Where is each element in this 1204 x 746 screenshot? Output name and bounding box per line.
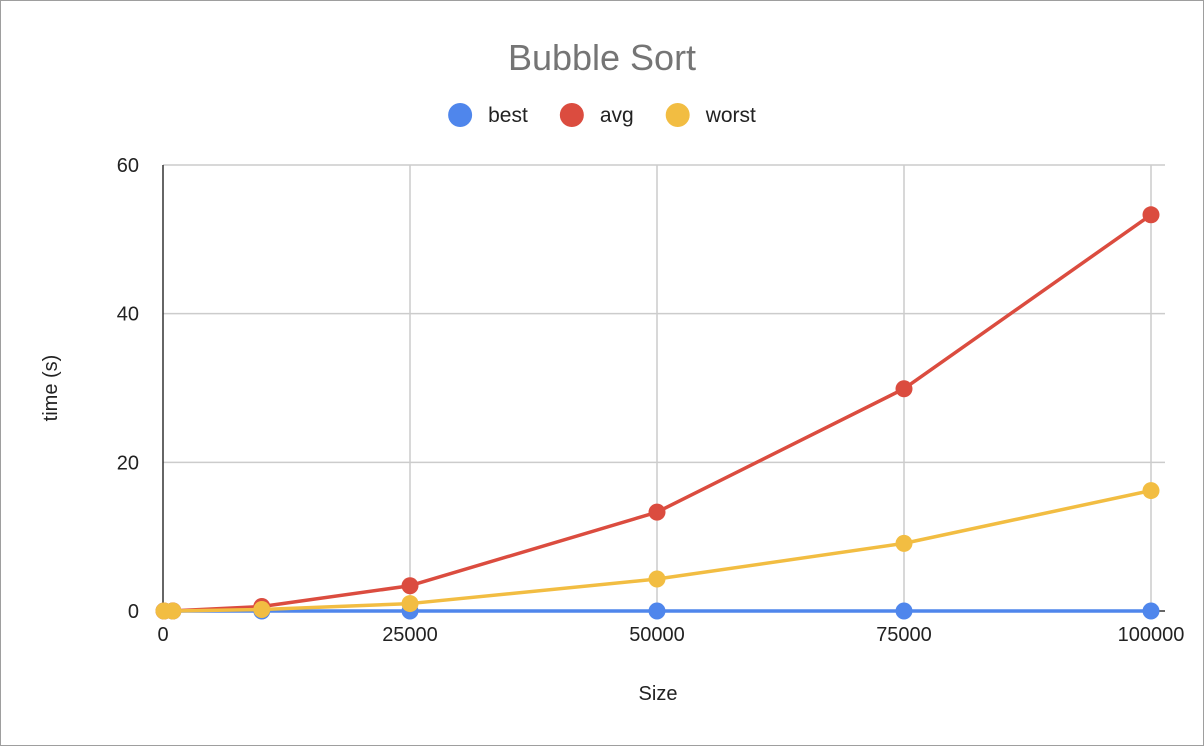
legend-marker	[665, 103, 690, 127]
legend-marker	[448, 103, 473, 127]
chart-title: Bubble Sort	[508, 37, 696, 78]
data-point-avg	[648, 503, 666, 521]
data-point-worst	[648, 570, 666, 588]
legend-item-best: best	[448, 103, 528, 127]
y-tick-label: 0	[128, 601, 139, 623]
data-point-worst	[1142, 482, 1160, 500]
data-point-best	[1142, 602, 1160, 620]
series-best	[155, 602, 1160, 620]
grid-lines	[163, 164, 1165, 611]
legend-marker	[559, 103, 584, 127]
y-tick-label: 40	[117, 304, 139, 326]
data-point-worst	[164, 602, 182, 620]
y-tick-labels: 0 20 40 60	[117, 155, 139, 623]
x-tick-labels: 0 25000 50000 75000 100000	[157, 624, 1184, 646]
data-point-avg	[895, 380, 913, 398]
legend-label: worst	[705, 104, 756, 127]
legend-item-avg: avg	[559, 103, 634, 127]
y-axis-label: time (s)	[40, 355, 62, 422]
data-point-avg	[401, 577, 419, 595]
x-tick-label: 50000	[629, 624, 685, 646]
y-tick-label: 60	[117, 155, 139, 177]
data-point-worst	[253, 601, 271, 619]
legend-label: best	[488, 104, 528, 127]
data-point-best	[895, 602, 913, 620]
legend: best avg worst	[448, 103, 756, 127]
legend-item-worst: worst	[665, 103, 756, 127]
y-tick-label: 20	[117, 452, 139, 474]
data-point-worst	[895, 534, 913, 552]
x-axis-label: Size	[639, 683, 678, 705]
x-tick-label: 0	[157, 624, 168, 646]
x-tick-label: 75000	[876, 624, 932, 646]
data-point-worst	[401, 595, 419, 613]
x-tick-label: 25000	[382, 624, 438, 646]
series-worst	[155, 482, 1160, 620]
legend-label: avg	[600, 104, 634, 127]
x-tick-label: 100000	[1118, 624, 1185, 646]
axes	[162, 165, 1165, 612]
series-group	[155, 206, 1160, 620]
data-point-best	[648, 602, 666, 620]
data-point-avg	[1142, 206, 1160, 224]
